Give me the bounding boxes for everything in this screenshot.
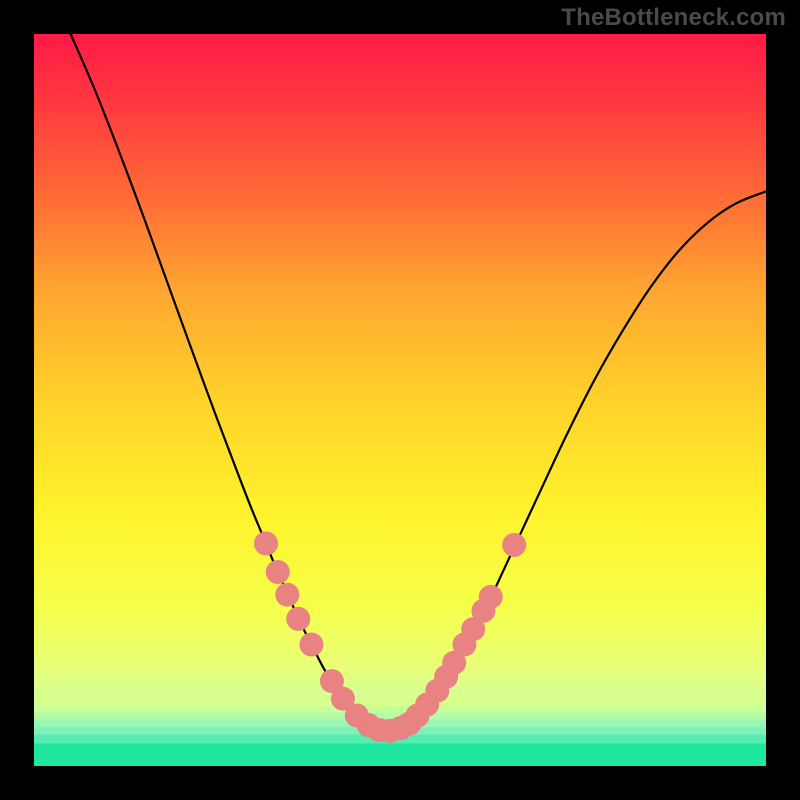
chart-root: TheBottleneck.com <box>0 0 800 800</box>
marker-dot <box>275 583 299 607</box>
chart-svg <box>0 0 800 800</box>
bottom-band <box>34 705 766 712</box>
marker-dot <box>502 533 526 557</box>
marker-dot <box>479 585 503 609</box>
marker-dot <box>266 560 290 584</box>
plot-background <box>34 34 766 766</box>
bottom-band <box>34 743 766 766</box>
marker-dot <box>286 607 310 631</box>
bottom-band <box>34 696 766 705</box>
marker-dot <box>299 632 323 656</box>
marker-dot <box>254 531 278 555</box>
watermark-text: TheBottleneck.com <box>561 4 786 32</box>
